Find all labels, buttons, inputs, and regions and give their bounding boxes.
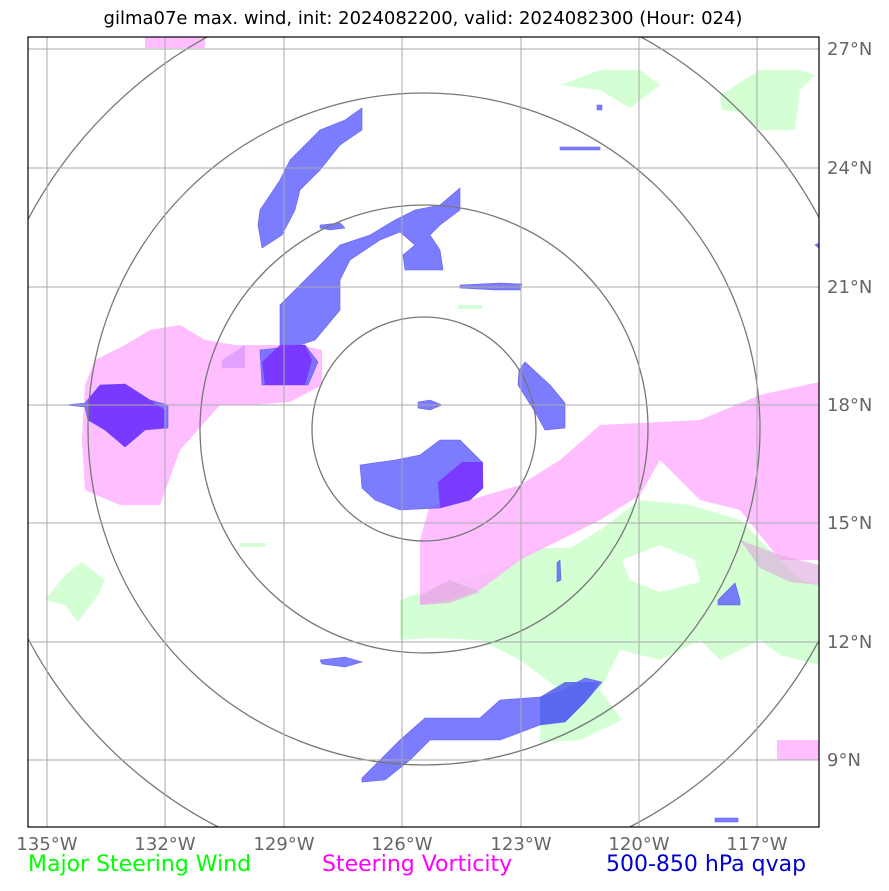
lon-tick-label: 126°W [371,834,432,855]
legend-steering-wind: Major Steering Wind [28,852,252,877]
lat-tick-label: 21°N [827,277,872,298]
lat-tick-label: 15°N [827,513,872,534]
plot-frame [27,36,820,828]
range-rings [28,37,819,827]
overlap-layer [88,345,819,725]
lat-tick-label: 12°N [827,632,872,653]
legend-qvap: 500-850 hPa qvap [606,852,807,877]
gridlines [28,37,819,827]
lon-tick-label: 135°W [16,834,77,855]
lon-tick-label: 120°W [608,834,669,855]
lon-tick-label: 117°W [726,834,787,855]
lon-tick-label: 123°W [490,834,551,855]
lat-tick-label: 24°N [827,158,872,179]
lon-tick-label: 129°W [253,834,314,855]
lat-tick-label: 9°N [827,750,861,771]
range-ring [87,92,761,766]
latitude-labels: 27°N 24°N 21°N 18°N 15°N 12°N 9°N [827,39,872,771]
longitude-labels: 135°W 132°W 129°W 126°W 123°W 120°W 117°… [16,834,787,855]
legend-steering-vorticity: Steering Vorticity [322,852,513,877]
map-title: gilma07e max. wind, init: 2024082200, va… [103,8,743,29]
lat-tick-label: 18°N [827,395,872,416]
lat-tick-label: 27°N [827,39,872,60]
range-ring [311,316,537,542]
lon-tick-label: 132°W [134,834,195,855]
range-ring [199,204,649,654]
